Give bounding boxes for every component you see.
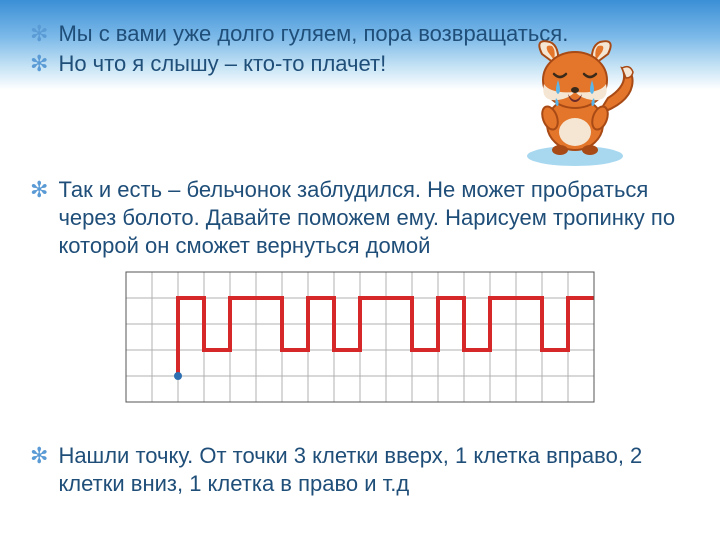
fox-svg — [510, 36, 640, 166]
crying-fox-image — [510, 36, 640, 166]
grid-svg — [124, 270, 596, 404]
paragraph-3: ✻ Нашли точку. От точки 3 клетки вверх, … — [30, 442, 690, 498]
bullet-line-4: ✻ Нашли точку. От точки 3 клетки вверх, … — [30, 442, 690, 498]
asterisk-icon: ✻ — [30, 20, 48, 48]
text-line-1: Мы с вами уже долго гуляем, пора возвращ… — [58, 20, 568, 48]
asterisk-icon: ✻ — [30, 50, 48, 78]
text-line-3: Так и есть – бельчонок заблудился. Не мо… — [58, 176, 690, 260]
asterisk-icon: ✻ — [30, 176, 48, 204]
paragraph-2: ✻ Так и есть – бельчонок заблудился. Не … — [30, 176, 690, 260]
text-line-2: Но что я слышу – кто-то плачет! — [58, 50, 386, 78]
grid-diagram — [30, 270, 690, 404]
bullet-line-3: ✻ Так и есть – бельчонок заблудился. Не … — [30, 176, 690, 260]
asterisk-icon: ✻ — [30, 442, 48, 470]
text-line-4: Нашли точку. От точки 3 клетки вверх, 1 … — [58, 442, 690, 498]
